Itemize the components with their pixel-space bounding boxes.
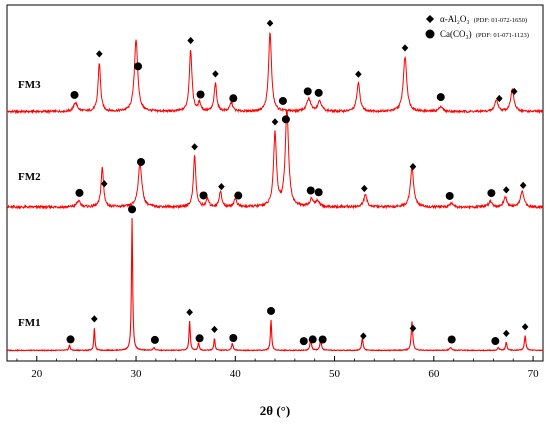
- legend: α-Al₂O₃ (PDF: 01-072-1650) Ca(CO₃) (PDF:…: [425, 14, 529, 39]
- legend-calcite-name: Ca(CO₃): [440, 29, 472, 39]
- x-axis-title: 2θ (°): [260, 403, 290, 418]
- circle-marker-fm2-8: [487, 189, 496, 198]
- circle-marker-fm3-3: [229, 94, 238, 103]
- legend-calcite-ref: (PDF: 01-071-1123): [476, 32, 529, 39]
- circle-marker-fm3-5: [303, 87, 312, 96]
- series-label-fm2: FM2: [18, 171, 41, 183]
- diamond-marker-fm3-4: [355, 70, 362, 78]
- circle-marker-fm1-0: [66, 335, 75, 344]
- series-line-fm1: [6, 218, 544, 352]
- diamond-marker-fm1-1: [186, 308, 193, 316]
- series-label-fm3: FM3: [18, 79, 41, 91]
- circle-marker-fm3-1: [134, 62, 143, 71]
- legend-alumina-ref: (PDF: 01-072-1650): [474, 17, 527, 24]
- circle-marker-fm3-7: [436, 93, 445, 102]
- x-tick-label-40: 40: [230, 368, 242, 380]
- diamond-marker-fm3-3: [266, 19, 274, 27]
- legend-alumina-name: α-Al₂O₃: [440, 14, 470, 24]
- diamond-marker-fm1-6: [502, 329, 510, 337]
- circle-marker-fm1-8: [318, 335, 327, 344]
- diamond-marker-fm2-2: [218, 183, 225, 191]
- series-fm3: FM3: [6, 19, 544, 115]
- diamond-marker-fm1-2: [211, 325, 218, 333]
- circle-marker-fm1-7: [308, 335, 317, 344]
- diamond-marker-fm3-2: [212, 70, 219, 78]
- series-fm2: FM2: [6, 110, 544, 210]
- diamond-marker-fm2-1: [191, 143, 198, 151]
- diamond-marker-fm3-0: [96, 50, 103, 58]
- circle-marker-fm2-1: [137, 157, 145, 166]
- circle-marker-fm3-2: [196, 90, 205, 99]
- circle-marker-fm2-6: [314, 188, 323, 197]
- circle-marker-fm2-7: [445, 191, 454, 200]
- circle-marker-fm2-3: [234, 191, 243, 200]
- x-tick-label-70: 70: [528, 368, 540, 380]
- diamond-marker-fm2-7: [519, 181, 527, 189]
- x-axis: 20 30 40 50 60 70: [16, 356, 540, 380]
- diamond-marker-fm3-7: [510, 87, 518, 96]
- diamond-marker-fm2-6: [502, 186, 510, 194]
- diamond-marker-fm2-5: [409, 163, 417, 171]
- circle-marker-fm3-4: [278, 96, 287, 105]
- circle-marker-fm1-10: [491, 337, 500, 346]
- circle-marker-fm2-4: [281, 115, 290, 124]
- series-fm1: FM1: [6, 205, 544, 352]
- plot-layer: FM3 FM2 FM1: [6, 19, 544, 352]
- circle-marker-fm1-3: [195, 334, 204, 343]
- circle-marker-fm1-4: [229, 334, 238, 343]
- x-tick-label-30: 30: [131, 368, 143, 380]
- legend-circle-icon: [425, 29, 435, 39]
- series-label-fm1: FM1: [18, 317, 41, 329]
- series-line-fm3: [6, 32, 544, 115]
- diamond-marker-fm1-7: [521, 323, 529, 331]
- x-tick-label-50: 50: [329, 368, 341, 380]
- diamond-marker-fm2-3: [271, 118, 279, 126]
- svg-text:Ca(CO₃) (PDF: 01-071-1: Ca(CO₃) (PDF: 01-071-1123): [440, 29, 529, 39]
- diamond-marker-fm3-1: [187, 36, 194, 45]
- diamond-marker-fm2-4: [361, 184, 368, 193]
- diamond-marker-fm3-6: [496, 94, 503, 103]
- circle-marker-fm1-9: [447, 335, 456, 344]
- diamond-marker-fm1-5: [409, 324, 417, 332]
- plot-frame: [6, 4, 544, 362]
- legend-item-alumina: α-Al₂O₃ (PDF: 01-072-1650): [426, 14, 527, 24]
- circle-marker-fm2-2: [199, 191, 208, 200]
- circle-marker-fm1-6: [299, 337, 308, 346]
- legend-diamond-icon: [426, 15, 434, 23]
- x-tick-label-20: 20: [31, 368, 43, 380]
- circle-marker-fm1-5: [267, 306, 276, 315]
- circle-marker-fm2-0: [75, 188, 84, 197]
- diamond-marker-fm2-0: [100, 180, 108, 188]
- circle-marker-fm1-1: [128, 205, 137, 214]
- circle-marker-fm3-0: [70, 90, 79, 99]
- diamond-marker-fm1-0: [91, 315, 98, 323]
- x-tick-label-60: 60: [428, 368, 440, 380]
- series-line-fm2: [6, 110, 544, 210]
- legend-item-calcite: Ca(CO₃) (PDF: 01-071-1123): [425, 29, 529, 39]
- circle-marker-fm1-2: [150, 335, 159, 344]
- svg-text:α-Al₂O₃ (PDF: 01-072-1: α-Al₂O₃ (PDF: 01-072-1650): [440, 14, 527, 24]
- circle-marker-fm3-6: [314, 88, 323, 97]
- diamond-marker-fm3-5: [401, 44, 409, 52]
- diamond-marker-fm1-4: [360, 332, 367, 340]
- circle-marker-fm2-5: [306, 186, 315, 195]
